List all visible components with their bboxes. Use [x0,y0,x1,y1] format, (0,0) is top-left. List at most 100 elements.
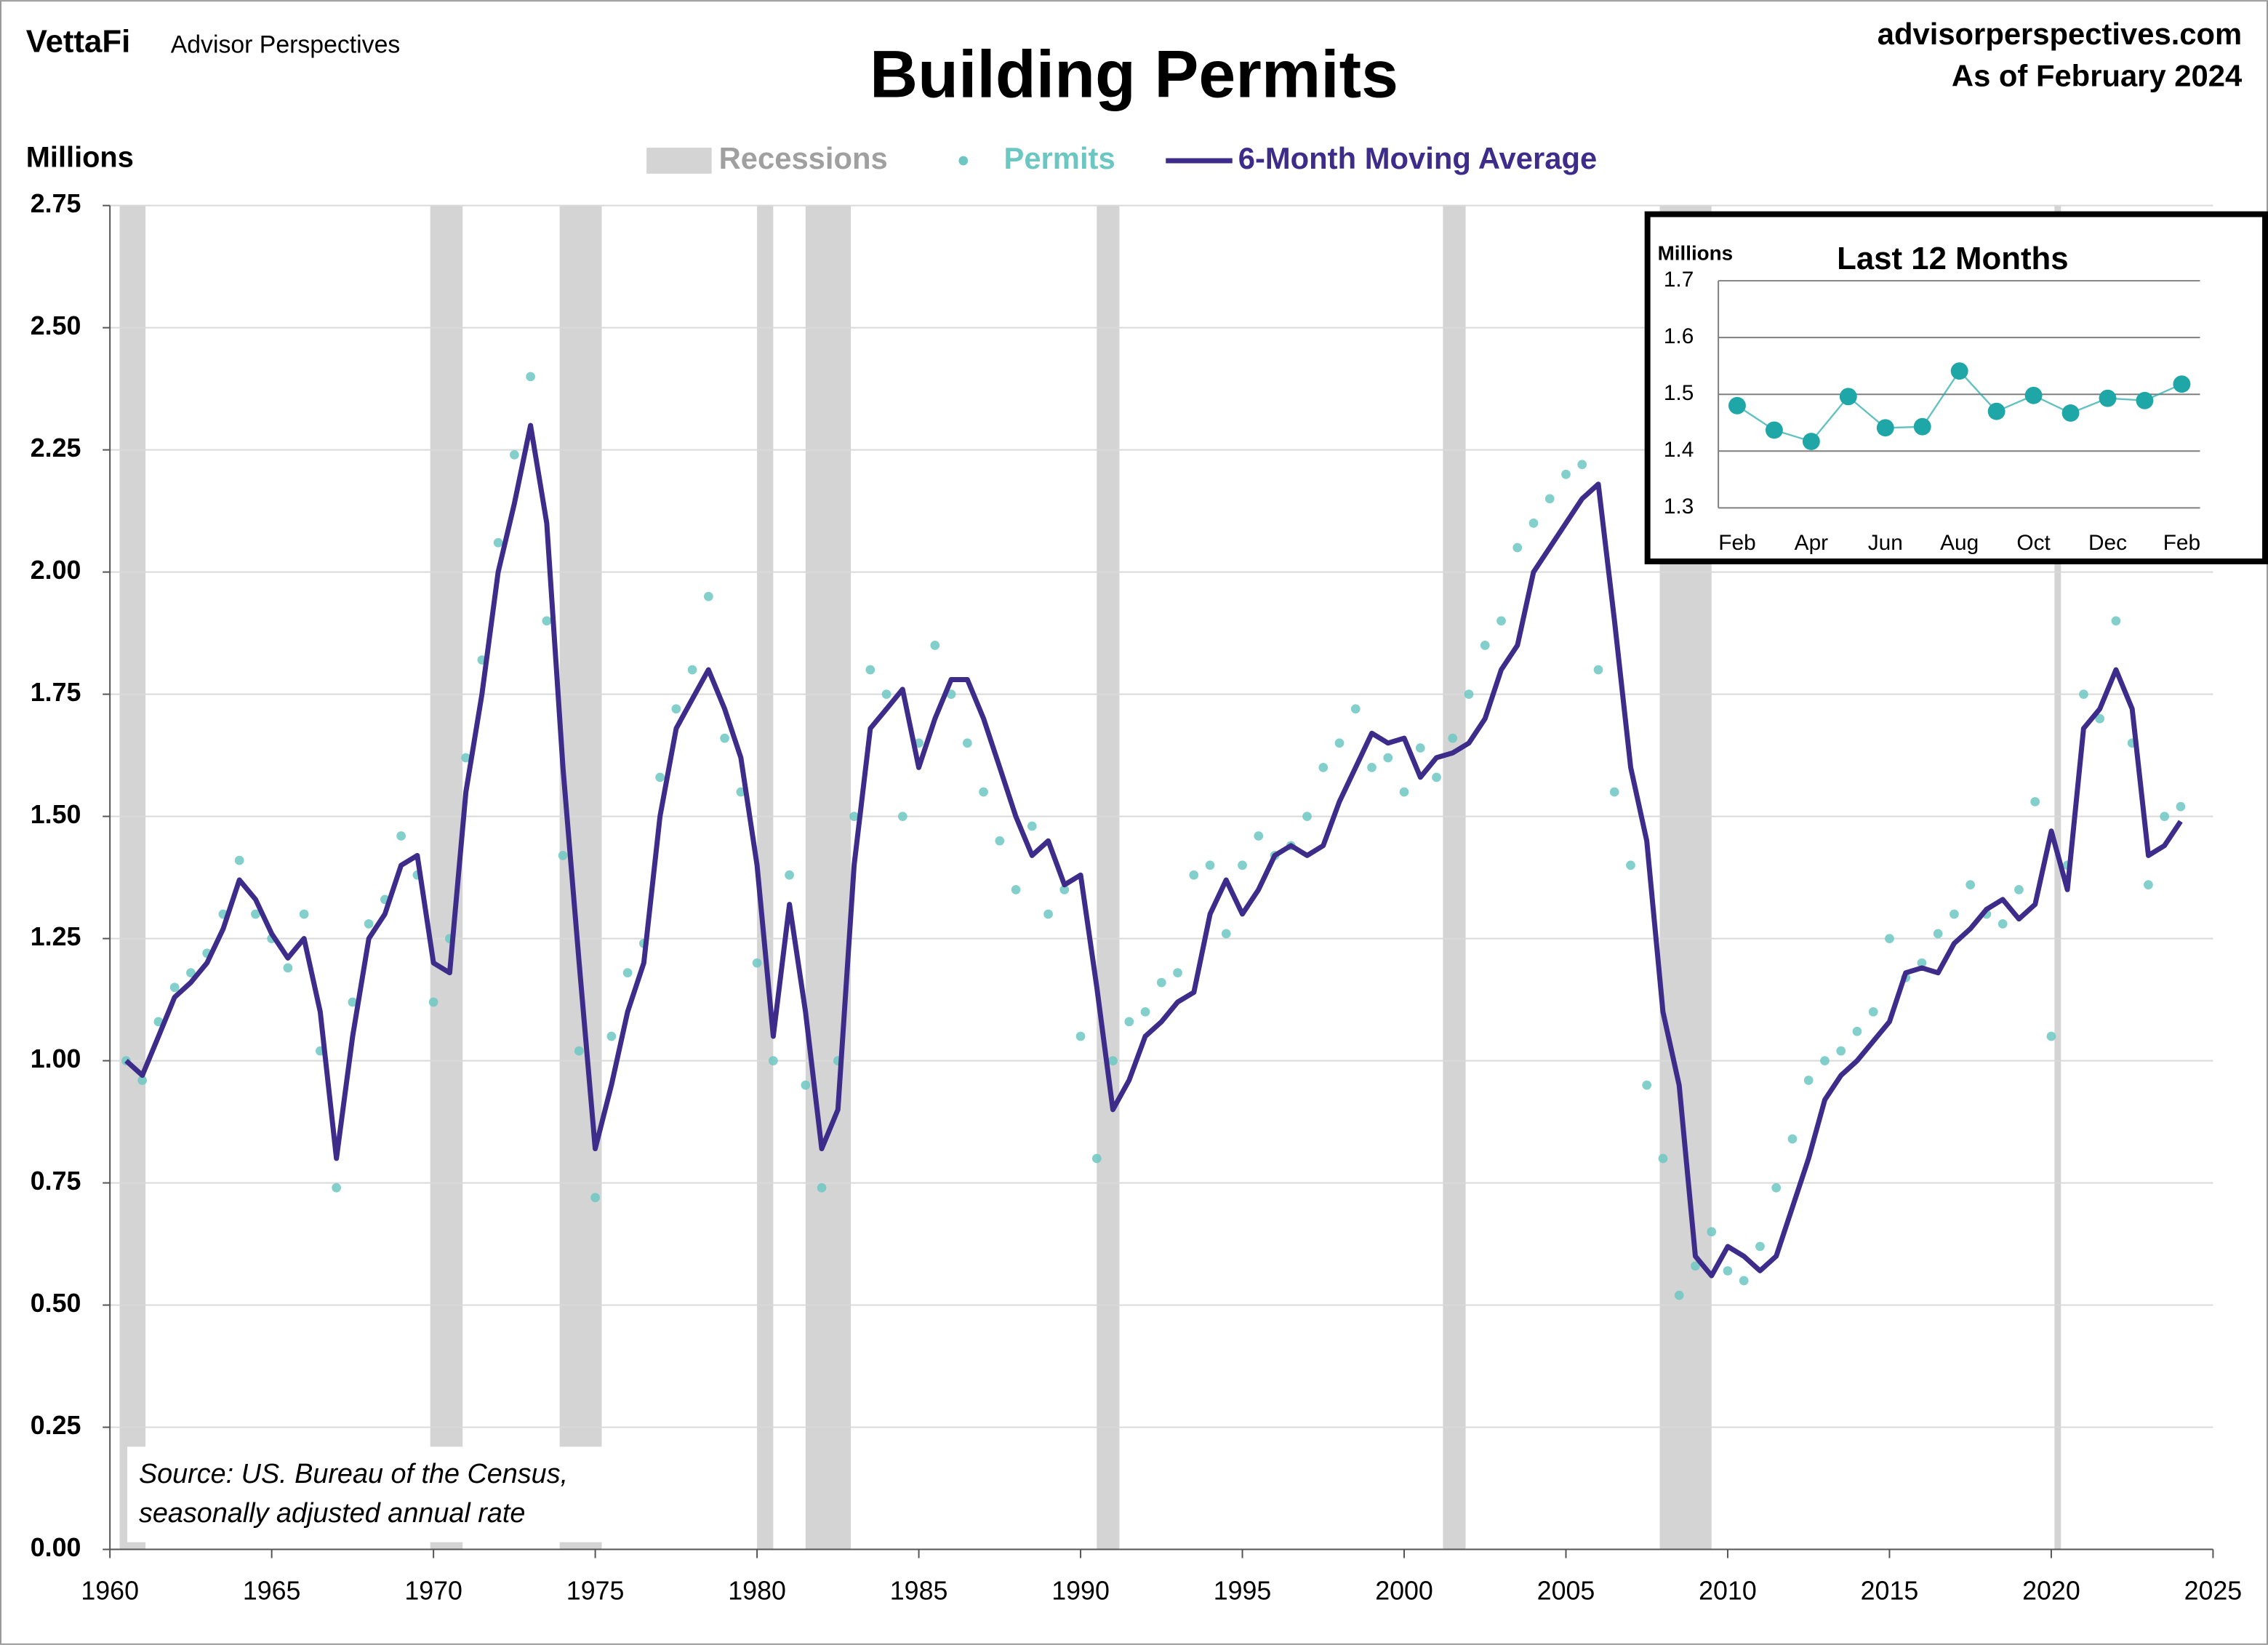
x-tick-label: 2010 [1699,1577,1757,1606]
permit-dot [1254,831,1264,841]
recession-band [559,205,602,1550]
permit-dot [962,738,972,748]
inset-x-tick-label: Oct [2016,531,2051,555]
permit-dot [1205,860,1215,870]
inset-x-tick-label: Apr [1795,531,1828,555]
permit-dot [1674,1290,1684,1300]
permit-dot [510,449,519,460]
permit-dot [946,689,956,699]
inset-dot [1950,362,1968,380]
permit-dot [1561,469,1571,479]
x-tick-label: 1980 [728,1577,786,1606]
x-tick-label: 1965 [243,1577,301,1606]
y-tick-label: 1.50 [31,800,81,829]
permit-dot [332,1182,342,1193]
x-tick-label: 2025 [2184,1577,2243,1606]
brand-sub: Advisor Perspectives [171,31,401,59]
recession-band [757,205,774,1550]
permit-dot [2079,689,2088,699]
permit-dot [2160,812,2170,821]
permit-dot [428,997,438,1007]
permit-dot [1318,763,1329,772]
x-tick-label: 1975 [566,1577,625,1606]
permit-dot [1917,958,1927,968]
permit-dot [2030,797,2040,807]
inset-box [1644,211,2268,564]
permit-dot [1528,519,1539,528]
inset-dot [1728,396,1746,415]
permit-dot [1189,870,1199,880]
x-tick-label: 1970 [404,1577,462,1606]
permit-dot [251,909,260,919]
permit-dot [1383,753,1393,763]
permit-dot [1950,909,1959,919]
x-tick-label: 1990 [1051,1577,1110,1606]
inset-y-tick-label: 1.6 [1664,324,1694,348]
permit-dot [1577,460,1587,470]
permit-dot [590,1193,600,1203]
permit-dot [930,641,940,650]
permit-dot [1626,860,1635,870]
inset-x-tick-label: Feb [1718,531,1755,555]
y-tick-label: 1.75 [31,678,81,707]
permit-dot [752,958,762,968]
permit-dot [1367,763,1377,772]
permit-dot [1075,1031,1086,1041]
inset-x-tick-label: Jun [1868,531,1903,555]
permit-dot [1124,1017,1134,1027]
recession-band [1443,205,1466,1550]
permit-dot [687,665,697,675]
permit-dot [801,1080,811,1090]
permit-dot [1658,1153,1668,1164]
permit-dot [1739,1276,1749,1286]
inset-y-tick-label: 1.7 [1664,268,1694,292]
legend-label: 6-Month Moving Average [1238,141,1597,175]
permit-dot [1852,1026,1862,1036]
inset-y-tick-label: 1.5 [1664,381,1694,405]
permit-dot [2144,880,2153,890]
permit-dot [1108,1056,1118,1065]
permit-dot [1448,733,1458,743]
inset-y-label: Millions [1658,242,1734,265]
permit-dot [1820,1056,1830,1065]
permit-dot [364,919,374,929]
permit-dot [1544,494,1555,504]
permit-dot [1496,616,1506,626]
permit-dot [299,909,309,919]
plot: 0.00 0.25 0.50 0.75 1.00 1.25 1.50 1.75 2.00 2.25… [31,189,2243,1606]
chart-title: Building Permits [870,38,1398,112]
recession-band [119,205,146,1550]
permit-dot [137,1076,148,1085]
legend-label: Permits [1003,141,1115,175]
permit-dot [1885,934,1894,943]
x-tick-label: 2005 [1537,1577,1595,1606]
permit-dot [849,812,859,821]
permit-dot [1302,812,1312,821]
permit-dot [655,772,665,783]
permit-dot [995,836,1005,846]
permit-dot [1933,929,1943,939]
permit-dot [558,850,568,860]
permit-dot [348,997,358,1007]
permit-dot [1997,919,2008,929]
permit-dot [1043,909,1053,919]
permit-dot [574,1046,584,1056]
inset-y-tick-label: 1.3 [1664,495,1694,519]
permit-dot [817,1182,827,1193]
permit-dot [1836,1046,1846,1056]
source: Source: US. Bureau of the Census, [139,1459,568,1489]
inset-dot [2099,389,2117,407]
permit-dot [1868,1007,1878,1017]
inset-dot [1913,417,1931,436]
legend-swatch [958,156,969,166]
inset-x-tick-label: Feb [2163,531,2200,555]
permit-dot [865,665,875,675]
y-tick-label: 0.75 [31,1166,81,1196]
permit-dot [1803,1076,1814,1085]
inset-x-tick-label: Dec [2088,531,2127,555]
permit-dot [396,831,406,841]
permit-dot [1059,885,1070,894]
y-tick-label: 2.50 [31,311,81,340]
